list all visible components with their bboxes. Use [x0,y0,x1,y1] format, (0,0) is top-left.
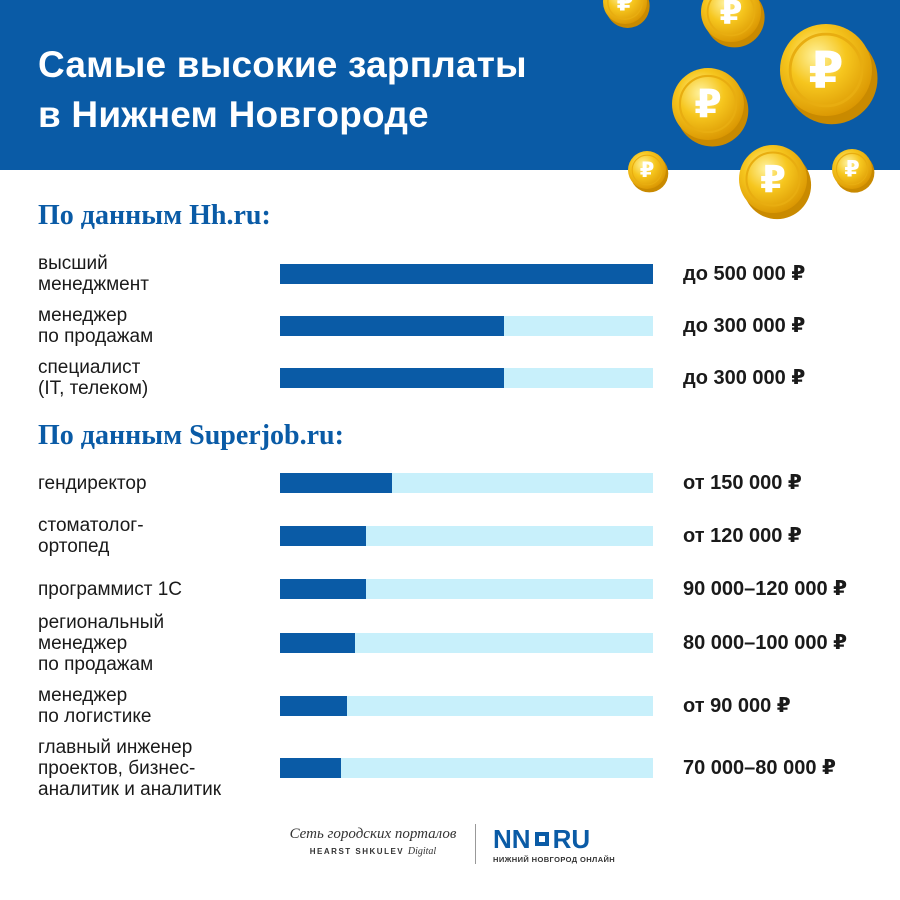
bar-track [280,316,653,336]
bar [280,316,504,336]
bar-category-label: программист 1С [38,579,182,600]
bar-track [280,633,653,653]
nn-logo-left: NN [493,824,531,854]
bar-value-label: от 120 000 ₽ [683,525,802,547]
bar-track [280,473,653,493]
bar-category-line: по продажам [38,653,154,675]
bar-category-line: менеджмент [38,274,149,295]
section-title-hh: По данным Hh.ru: [38,200,271,231]
bar-category-line: (IT, телеком) [38,378,149,399]
footer-network-title: Сеть городских порталов [289,826,457,842]
bar-category-label: гендиректор [38,473,147,494]
bar-category-line: менеджер [38,685,128,706]
bar-value-label: 90 000–120 000 ₽ [683,578,848,600]
nn-wordmark: NN RU [493,826,615,852]
bar [280,633,355,653]
bar-category-line: программист 1С [38,578,182,600]
nn-square-icon [534,832,549,846]
bar-category-line: проектов, бизнес- [38,757,196,779]
bar-value-label: до 500 000 ₽ [683,263,806,285]
bar [280,696,347,716]
footer-network-sub: HEARST SHKULEV Digital [288,846,458,857]
bar-value-label: до 300 000 ₽ [683,315,806,337]
bar-category-line: гендиректор [38,472,147,494]
bar-category-label: региональный менеджер по продажам [38,612,164,675]
bar [280,579,366,599]
bar [280,368,504,388]
bar [280,526,366,546]
footer-brand: HEARST SHKULEV [309,847,405,856]
bar [280,473,392,493]
footer-nn-logo: NN RU НИЖНИЙ НОВГОРОД ОНЛАЙН [493,826,615,864]
bar [280,264,653,284]
bar-category-label: главный инженер проектов, бизнес-аналитик… [38,737,221,800]
bar-category-line: специалист [38,357,141,378]
bar-track [280,758,653,778]
bar-category-label: стоматолог-ортопед [38,515,144,557]
footer-network-logo: Сеть городских порталов HEARST SHKULEV D… [288,826,458,857]
header-banner: Самые высокие зарплаты в Нижнем Новгород… [0,0,900,170]
bar-track [280,368,653,388]
bar-value-label: до 300 000 ₽ [683,367,806,389]
bar-category-label: специалист (IT, телеком) [38,357,148,399]
bar-category-line: по логистике [38,706,152,727]
page-title: Самые высокие зарплаты в Нижнем Новгород… [38,40,598,140]
bar-value-label: 70 000–80 000 ₽ [683,757,836,779]
bar-category-line: менеджер [38,632,128,654]
bar-value-label: от 150 000 ₽ [683,472,802,494]
bar-category-line: по продажам [38,326,154,347]
bar-category-line: аналитик и аналитик [38,778,222,800]
bar-track [280,526,653,546]
bar-value-label: от 90 000 ₽ [683,695,791,717]
bar-value-label: 80 000–100 000 ₽ [683,632,848,654]
bar-category-line: главный инженер [38,736,193,758]
footer-digital: Digital [407,846,437,857]
bar-category-label: менеджер по логистике [38,685,151,727]
bar-category-label: высший менеджмент [38,253,149,295]
bar-track [280,579,653,599]
footer-divider [475,824,476,864]
bar-category-line: менеджер [38,305,128,326]
bar-category-line: высший [38,253,108,274]
title-line-1: Самые высокие зарплаты [38,44,527,85]
section-title-superjob: По данным Superjob.ru: [38,420,344,451]
title-line-2: в Нижнем Новгороде [38,94,429,135]
bar-category-label: менеджер по продажам [38,305,153,347]
footer: Сеть городских порталов HEARST SHKULEV D… [0,820,900,880]
bar-category-line: региональный [38,611,165,633]
bar-track [280,264,653,284]
nn-logo-right: RU [552,824,591,854]
bar-category-line: стоматолог- [38,515,144,536]
bar-category-line: ортопед [38,536,110,557]
bar-track [280,696,653,716]
bar [280,758,341,778]
nn-subtitle: НИЖНИЙ НОВГОРОД ОНЛАЙН [493,855,616,864]
